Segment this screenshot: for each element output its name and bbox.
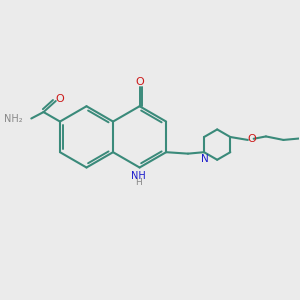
Text: O: O (135, 77, 144, 87)
Text: H: H (135, 178, 142, 187)
Text: NH₂: NH₂ (4, 114, 22, 124)
Text: O: O (56, 94, 64, 103)
Text: NH: NH (131, 171, 146, 181)
Text: O: O (247, 134, 256, 144)
Text: N: N (201, 154, 208, 164)
